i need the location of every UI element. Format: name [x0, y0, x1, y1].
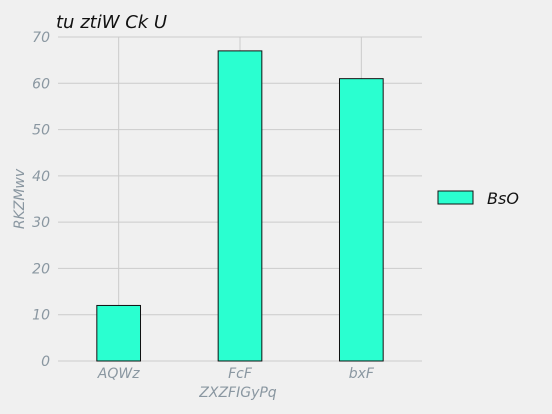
legend-label: BsO: [487, 189, 519, 208]
x-tick-label: bxF: [349, 366, 375, 382]
x-tick-label: FcF: [228, 366, 253, 382]
bar: [96, 304, 142, 362]
y-tick-label: 0: [41, 354, 50, 370]
bar: [338, 78, 384, 362]
x-axis-label: ZXZFIGyPq: [198, 385, 277, 401]
y-tick-label: 50: [32, 123, 50, 139]
y-tick-label: 20: [32, 261, 50, 277]
legend-swatch: [437, 190, 474, 205]
chart-title: tu ztiW Ck U: [56, 12, 167, 33]
y-tick-label: 70: [32, 30, 50, 46]
bar: [217, 50, 263, 362]
y-tick-label: 30: [32, 215, 50, 231]
x-axis-ticks: AQWz FcF bxF: [97, 366, 375, 382]
y-axis-label: RKZMwv: [12, 168, 28, 229]
y-axis-ticks: 0 10 20 30 40 50 60 70: [32, 30, 50, 370]
y-tick-label: 40: [32, 169, 50, 185]
legend: BsO: [437, 189, 519, 208]
x-tick-label: AQWz: [97, 366, 140, 382]
y-tick-label: 60: [32, 76, 50, 92]
y-tick-label: 10: [32, 308, 50, 324]
bars: [96, 50, 384, 362]
